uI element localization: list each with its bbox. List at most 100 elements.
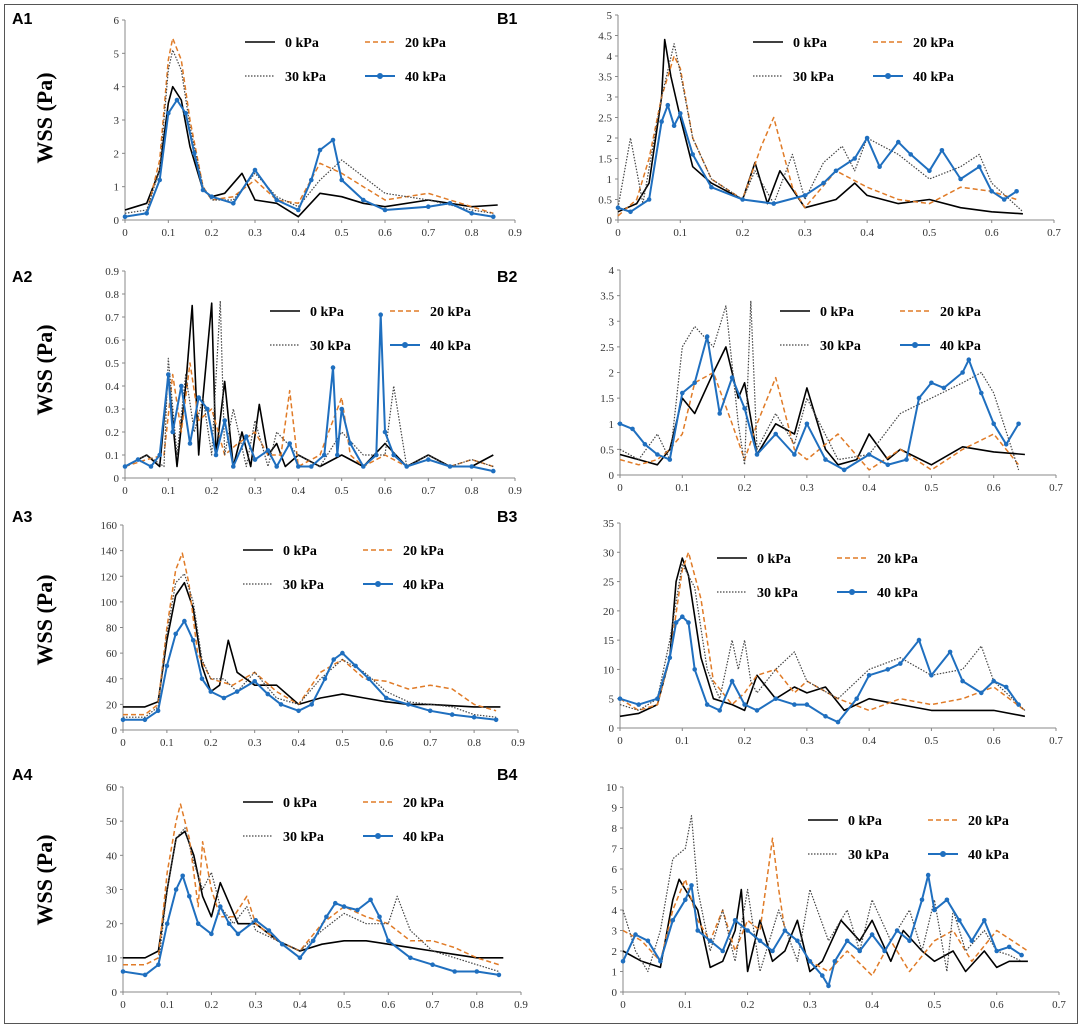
x-tick-label: 0.6 <box>985 227 999 239</box>
x-tick-label: 0 <box>120 999 126 1011</box>
series-line-40-kPa <box>622 874 1023 987</box>
y-tick-label: 6 <box>114 15 120 27</box>
legend-label: 0 kPa <box>848 814 882 829</box>
x-tick-label: 0.4 <box>860 227 874 239</box>
chart-A3: 0 20 40 60 80 100 120 140 160 0 0.1 0.2 0.3 0.4 0.5 0.6… <box>12 509 525 749</box>
y-tick-label: 0 <box>112 725 118 737</box>
data-point <box>645 938 651 944</box>
data-point <box>155 708 161 714</box>
legend-label: 30 kPa <box>757 586 798 601</box>
legend-label: 40 kPa <box>940 339 981 354</box>
y-tick-label: 0 <box>114 215 120 227</box>
legend-marker <box>375 581 381 587</box>
x-tick-label: 0.6 <box>378 227 392 239</box>
data-point <box>667 457 673 462</box>
data-point <box>991 421 996 427</box>
data-point <box>333 900 338 906</box>
x-tick-label: 0.5 <box>335 485 349 497</box>
data-point <box>166 111 171 116</box>
data-point <box>773 431 778 437</box>
data-point <box>309 702 315 707</box>
data-point <box>296 207 301 213</box>
x-tick-label: 0.5 <box>923 227 937 239</box>
data-point <box>807 959 813 964</box>
data-point <box>617 696 623 701</box>
data-point <box>209 194 214 199</box>
series-line-30-kPa <box>123 573 497 718</box>
y-tick-label: 60 <box>106 782 118 794</box>
x-tick-label: 0.9 <box>511 737 525 749</box>
data-point <box>339 177 345 183</box>
data-point <box>966 357 972 363</box>
data-point <box>222 418 227 423</box>
y-tick-label: 0.5 <box>598 195 612 207</box>
chart-A2: 0 0.1 0.2 0.3 0.4 0.5 0.6 0.7 0.8 0.9 0 0.1 0.2 0.3 0.… <box>12 266 522 497</box>
data-point <box>335 452 340 458</box>
data-point <box>447 464 453 469</box>
x-tick-label: 0.9 <box>508 227 522 239</box>
data-point <box>253 918 258 923</box>
data-point <box>341 904 347 909</box>
data-point <box>252 167 258 173</box>
x-tick-label: 0.1 <box>678 999 692 1011</box>
data-point <box>173 631 178 637</box>
data-point <box>164 921 170 926</box>
y-tick-label: 4 <box>612 905 618 917</box>
data-point <box>427 708 433 714</box>
x-tick-label: 0.8 <box>467 737 481 749</box>
x-tick-label: 0.4 <box>293 999 307 1011</box>
x-tick-label: 0.4 <box>862 735 876 747</box>
legend-label: 40 kPa <box>968 848 1009 863</box>
legend-label: 0 kPa <box>820 305 854 320</box>
data-point <box>317 147 323 153</box>
x-tick-label: 0.3 <box>248 737 262 749</box>
data-point <box>630 426 635 432</box>
x-tick-label: 0 <box>620 999 626 1011</box>
x-tick-label: 0.3 <box>800 735 814 747</box>
y-tick-label: 30 <box>603 547 615 559</box>
legend-marker <box>402 342 408 348</box>
data-point <box>221 695 227 701</box>
data-point <box>941 385 947 391</box>
x-tick-label: 0.1 <box>161 227 175 239</box>
data-point <box>496 972 502 978</box>
data-point <box>452 969 458 974</box>
x-tick-label: 0 <box>122 227 128 239</box>
data-point <box>864 135 870 141</box>
legend-marker <box>375 833 381 839</box>
data-point <box>377 914 382 920</box>
data-point <box>324 914 329 920</box>
series-line-30-kPa <box>619 563 1026 712</box>
y-tick-label: 4 <box>114 82 120 94</box>
legend: 0 kPa 20 kPa 30 kPa 40 kPa <box>243 544 444 593</box>
y-tick-label: 25 <box>603 577 615 589</box>
x-tick-label: 0.1 <box>675 482 689 494</box>
data-point <box>795 938 800 944</box>
data-point <box>340 650 345 656</box>
data-point <box>1001 197 1007 202</box>
y-tick-label: 1.5 <box>598 154 612 166</box>
data-point <box>877 164 882 169</box>
data-point <box>857 948 862 954</box>
data-point <box>174 97 180 103</box>
y-tick-label: 50 <box>106 816 118 828</box>
y-tick-label: 0 <box>607 215 613 227</box>
data-point <box>192 151 197 156</box>
x-tick-label: 0.6 <box>381 999 395 1011</box>
x-tick-label: 0.3 <box>248 485 262 497</box>
data-point <box>904 457 909 462</box>
x-tick-label: 0.5 <box>925 735 939 747</box>
series-line-30-kPa <box>124 300 494 468</box>
data-point <box>449 712 455 717</box>
panel-label-A4: A4 <box>12 767 33 784</box>
data-point <box>729 375 735 380</box>
x-tick-label: 0.7 <box>421 227 435 239</box>
chart-B1: 0 0.5 1 1.5 2 2.5 3 3.5 4 4.5 5 0 0.1 0.2 0.3 0.4 0.5 0.6… <box>497 10 1061 239</box>
data-point <box>804 702 810 707</box>
data-point <box>471 714 477 720</box>
x-tick-label: 0.3 <box>803 999 817 1011</box>
data-point <box>680 390 685 396</box>
data-point <box>695 928 700 933</box>
y-tick-label: 140 <box>101 546 118 558</box>
x-tick-label: 0.8 <box>465 227 479 239</box>
